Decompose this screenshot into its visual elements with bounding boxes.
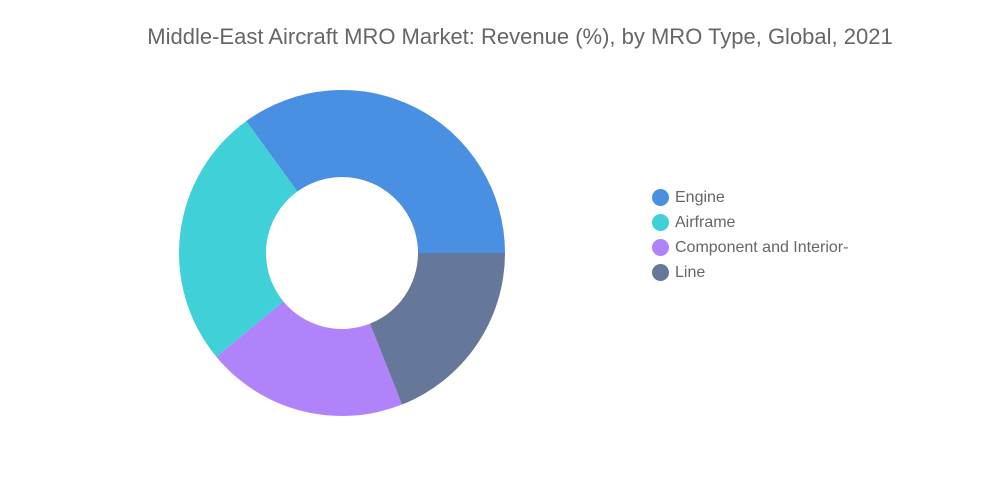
donut-slice-airframe[interactable] — [179, 121, 298, 357]
chart-legend: Engine Airframe Component and Interior- … — [652, 185, 848, 285]
legend-swatch-line — [652, 264, 669, 281]
donut-slice-line[interactable] — [369, 253, 505, 405]
legend-item-engine[interactable]: Engine — [652, 185, 848, 210]
legend-swatch-engine — [652, 189, 669, 206]
legend-label-airframe: Airframe — [675, 213, 736, 231]
chart-title: Middle-East Aircraft MRO Market: Revenue… — [147, 24, 893, 49]
legend-item-component-and-interior[interactable]: Component and Interior- — [652, 235, 848, 260]
legend-swatch-component-and-interior — [652, 239, 669, 256]
donut-slice-component-and-interior[interactable] — [216, 301, 403, 416]
legend-swatch-airframe — [652, 214, 669, 231]
donut-slice-engine[interactable] — [246, 90, 505, 253]
legend-label-line: Line — [675, 263, 706, 281]
legend-label-component-and-interior: Component and Interior- — [675, 238, 849, 256]
legend-item-airframe[interactable]: Airframe — [652, 210, 848, 235]
legend-item-line[interactable]: Line — [652, 260, 848, 285]
legend-label-engine: Engine — [675, 188, 725, 206]
